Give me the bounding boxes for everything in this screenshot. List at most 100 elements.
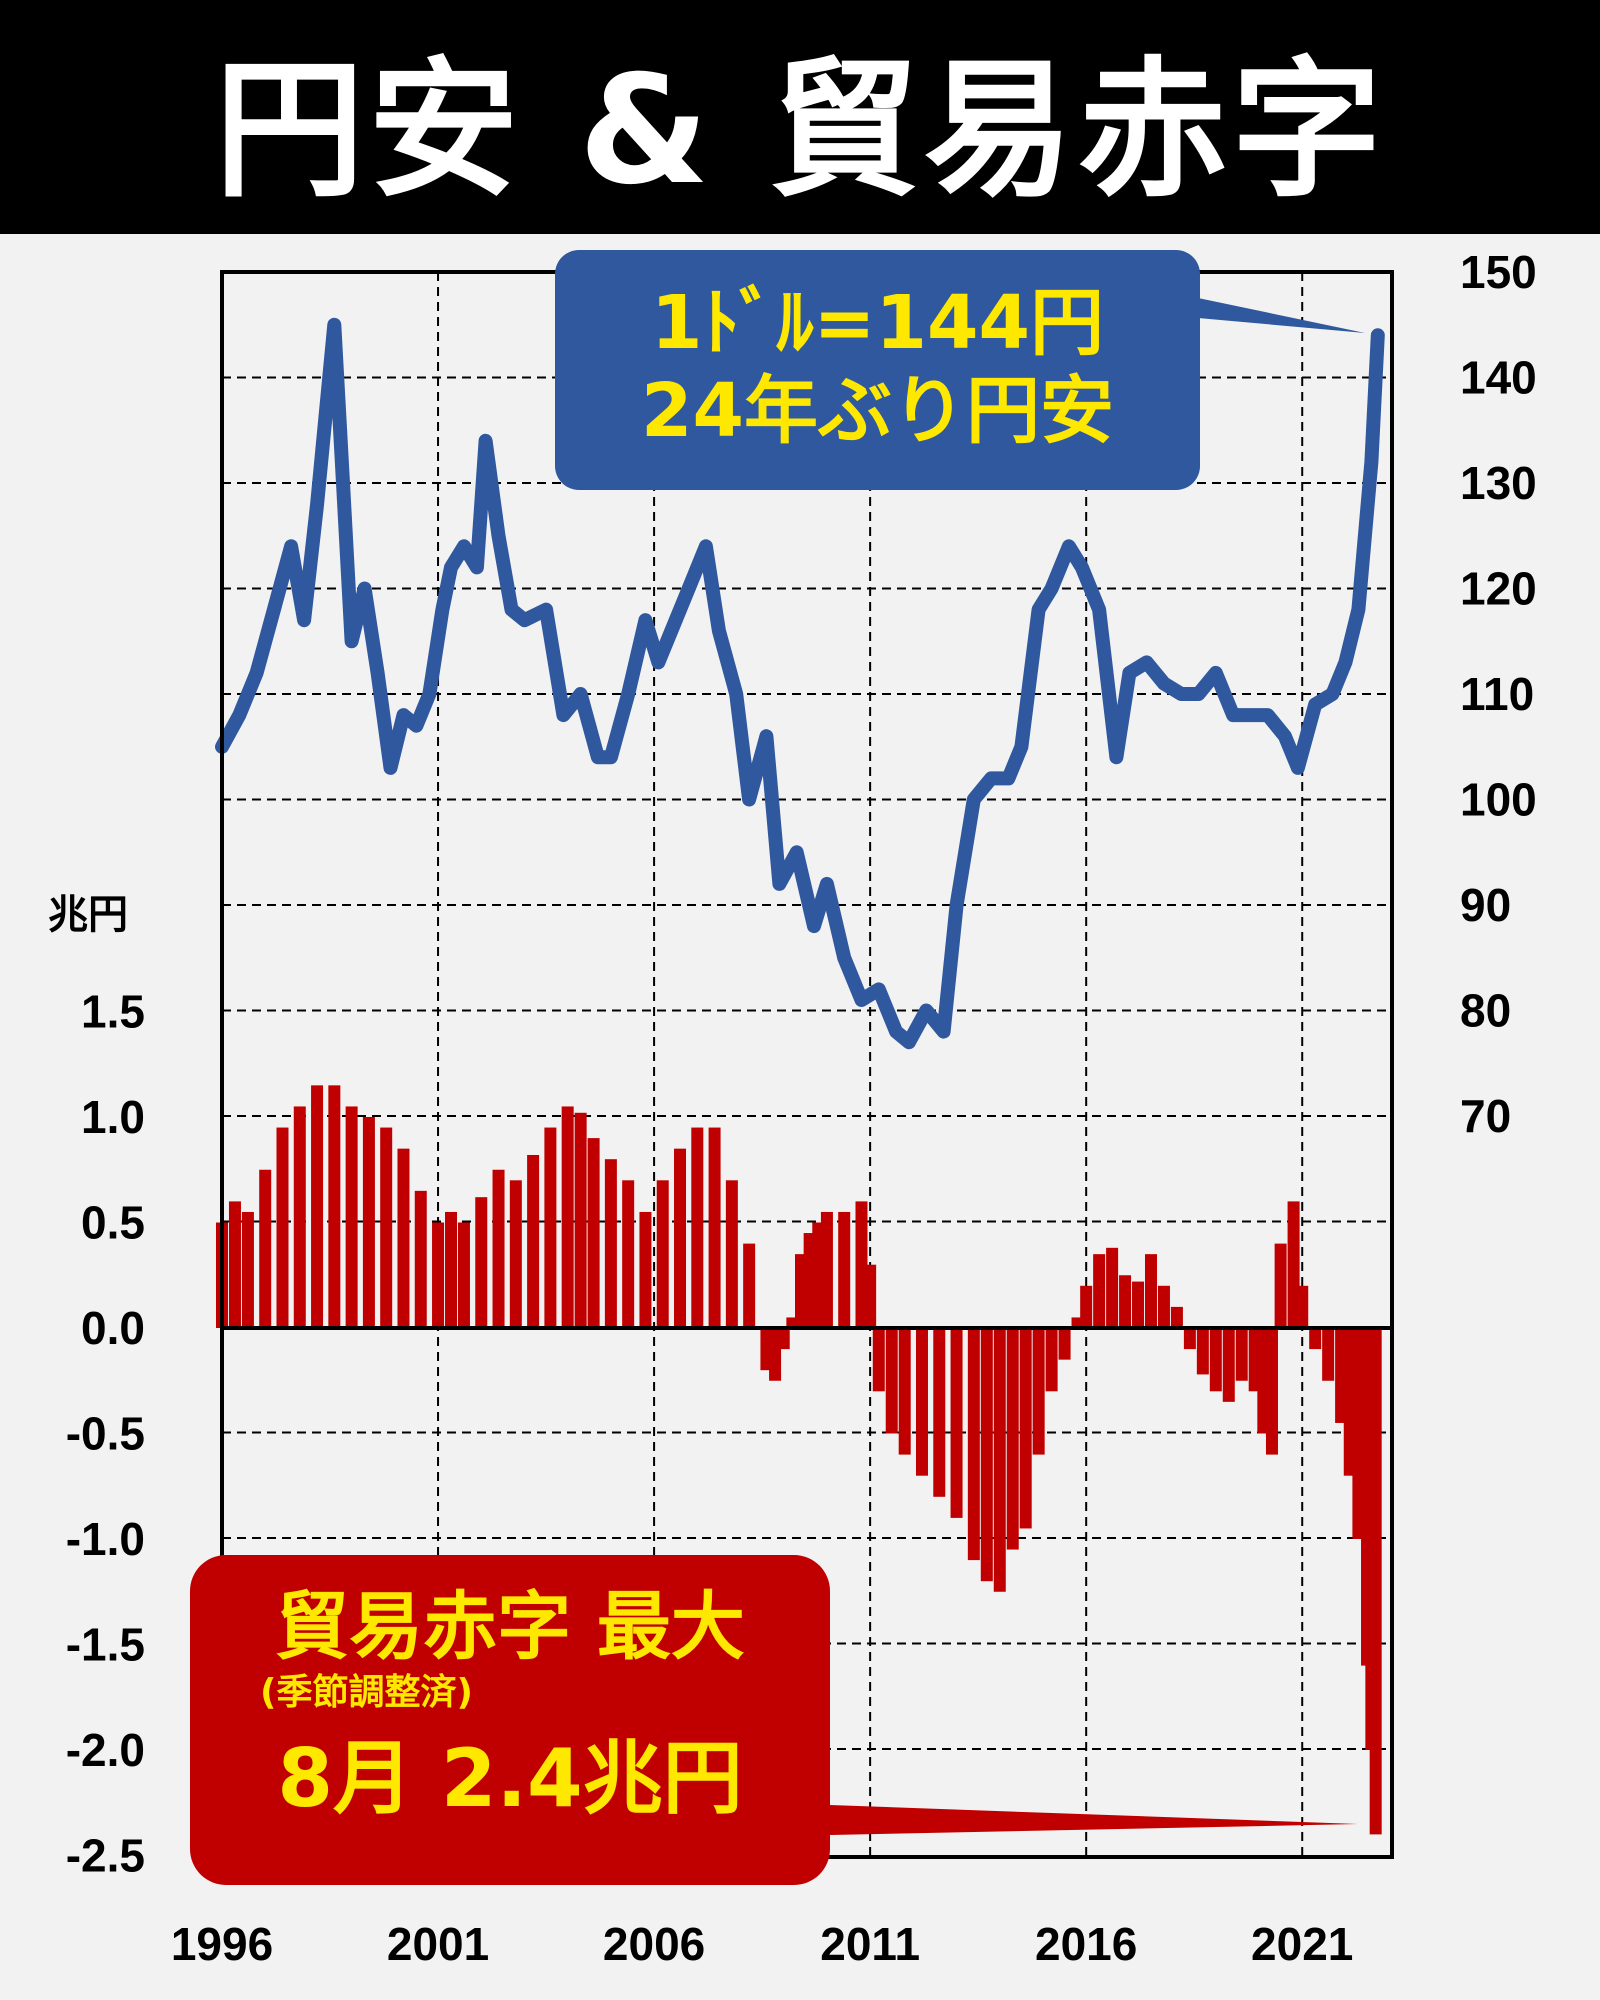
trade-bar bbox=[1093, 1254, 1106, 1328]
left-tick-label: 0.5 bbox=[81, 1197, 145, 1249]
trade-bar bbox=[993, 1328, 1006, 1592]
right-tick-label: 100 bbox=[1460, 774, 1537, 826]
trade-bar bbox=[1006, 1328, 1019, 1550]
trade-bar bbox=[1071, 1317, 1084, 1328]
trade-bar bbox=[967, 1328, 980, 1561]
trade-bar bbox=[527, 1154, 540, 1328]
trade-bar bbox=[898, 1328, 911, 1455]
trade-bar bbox=[228, 1201, 241, 1328]
trade-bar bbox=[1106, 1247, 1119, 1328]
trade-bar bbox=[561, 1106, 574, 1328]
trade-bar bbox=[786, 1317, 799, 1328]
right-tick-label: 140 bbox=[1460, 352, 1537, 404]
trade-bar bbox=[259, 1169, 272, 1328]
trade-bar bbox=[838, 1211, 851, 1328]
trade-bar bbox=[604, 1159, 617, 1328]
x-tick-label: 2016 bbox=[1035, 1918, 1137, 1970]
trade-bar bbox=[1045, 1328, 1058, 1392]
trade-callout-pointer bbox=[830, 1805, 1358, 1835]
trade-bar bbox=[362, 1117, 375, 1328]
trade-bar bbox=[574, 1112, 587, 1328]
trade-bar bbox=[432, 1222, 445, 1328]
trade-bar bbox=[656, 1180, 669, 1328]
trade-callout-subtitle: (季節調整済) bbox=[260, 1672, 473, 1713]
trade-bar bbox=[980, 1328, 993, 1582]
trade-bar bbox=[1235, 1328, 1248, 1381]
trade-bar bbox=[872, 1328, 885, 1392]
trade-bar bbox=[743, 1243, 756, 1328]
trade-bar bbox=[1132, 1281, 1145, 1328]
trade-bar bbox=[1032, 1328, 1045, 1455]
trade-bar bbox=[492, 1169, 505, 1328]
trade-bar bbox=[311, 1085, 324, 1328]
right-tick-label: 150 bbox=[1460, 246, 1537, 298]
trade-bar bbox=[725, 1180, 738, 1328]
trade-bar bbox=[445, 1211, 458, 1328]
left-tick-label: 0.0 bbox=[81, 1302, 145, 1354]
left-tick-label: -2.0 bbox=[66, 1724, 145, 1776]
trade-bar bbox=[933, 1328, 946, 1497]
trade-bar bbox=[587, 1138, 600, 1328]
x-tick-label: 2001 bbox=[387, 1918, 489, 1970]
trade-bar bbox=[509, 1180, 522, 1328]
trade-bar bbox=[457, 1222, 470, 1328]
left-tick-label: -1.5 bbox=[66, 1619, 145, 1671]
trade-callout-value: 8月 2.4兆円 bbox=[277, 1732, 743, 1825]
trade-bar bbox=[1209, 1328, 1222, 1392]
right-tick-label: 120 bbox=[1460, 563, 1537, 615]
trade-bar bbox=[708, 1127, 721, 1328]
trade-bar bbox=[691, 1127, 704, 1328]
fx-callout-pointer bbox=[1198, 298, 1365, 333]
trade-bar bbox=[1170, 1306, 1183, 1328]
trade-bar bbox=[622, 1180, 635, 1328]
trade-bar bbox=[241, 1211, 254, 1328]
x-tick-label: 1996 bbox=[171, 1918, 273, 1970]
trade-bar bbox=[414, 1190, 427, 1328]
fx-callout-rate: 1ﾄﾞﾙ=144円 bbox=[651, 280, 1104, 366]
trade-bar bbox=[293, 1106, 306, 1328]
right-tick-label: 90 bbox=[1460, 879, 1511, 931]
right-axis-ticks: 150 140 130 120 110 100 90 80 70 bbox=[1460, 246, 1537, 1142]
fx-callout: 1ﾄﾞﾙ=144円 24年ぶり円安 bbox=[555, 250, 1200, 490]
trade-bar bbox=[276, 1127, 289, 1328]
left-tick-label: 1.0 bbox=[81, 1091, 145, 1143]
trade-callout-title: 貿易赤字 最大 bbox=[275, 1584, 745, 1670]
trade-bar bbox=[397, 1148, 410, 1328]
left-axis-unit: 兆円 bbox=[48, 892, 128, 938]
trade-bar bbox=[639, 1211, 652, 1328]
trade-bar bbox=[1274, 1243, 1287, 1328]
trade-bar bbox=[777, 1328, 790, 1350]
trade-bar bbox=[1157, 1285, 1170, 1328]
trade-bar bbox=[328, 1085, 341, 1328]
right-tick-label: 70 bbox=[1460, 1090, 1511, 1142]
page-title: 円安 & 貿易赤字 bbox=[214, 43, 1386, 218]
x-tick-label: 2006 bbox=[603, 1918, 705, 1970]
left-tick-label: 1.5 bbox=[81, 986, 145, 1038]
left-axis-ticks: 1.5 1.0 0.5 0.0 -0.5 -1.0 -1.5 -2.0 -2.5 bbox=[66, 986, 145, 1882]
x-tick-label: 2011 bbox=[820, 1918, 920, 1970]
trade-bar bbox=[915, 1328, 928, 1476]
trade-bar bbox=[1296, 1285, 1309, 1328]
trade-bar bbox=[820, 1211, 833, 1328]
trade-bar bbox=[864, 1264, 877, 1328]
trade-bar bbox=[950, 1328, 963, 1518]
x-tick-label: 2021 bbox=[1251, 1918, 1353, 1970]
left-tick-label: -0.5 bbox=[66, 1408, 145, 1460]
left-tick-label: -1.0 bbox=[66, 1513, 145, 1565]
trade-bar bbox=[1309, 1328, 1322, 1350]
trade-bar bbox=[544, 1127, 557, 1328]
trade-bar bbox=[885, 1328, 898, 1434]
trade-callout: 貿易赤字 最大 (季節調整済) 8月 2.4兆円 bbox=[190, 1555, 830, 1885]
left-tick-label: -2.5 bbox=[66, 1830, 145, 1882]
header-banner: 円安 & 貿易赤字 bbox=[0, 0, 1600, 234]
trade-bar bbox=[1183, 1328, 1196, 1350]
trade-bar bbox=[1222, 1328, 1235, 1402]
trade-bar bbox=[1019, 1328, 1032, 1529]
trade-bar bbox=[345, 1106, 358, 1328]
usd-jpy-line bbox=[215, 317, 1385, 1050]
x-axis-ticks: 1996 2001 2006 2011 2016 2021 bbox=[171, 1918, 1354, 1970]
right-tick-label: 110 bbox=[1460, 668, 1534, 720]
trade-bar bbox=[1144, 1254, 1157, 1328]
trade-bar bbox=[1058, 1328, 1071, 1360]
